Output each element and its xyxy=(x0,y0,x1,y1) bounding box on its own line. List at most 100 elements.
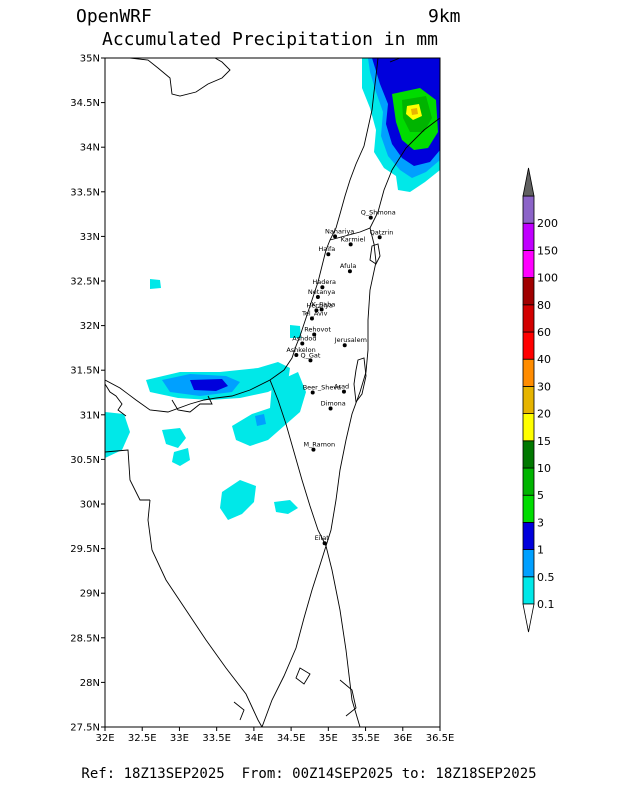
city-label: Ashkelon xyxy=(286,346,315,354)
color-legend: 0.1 0.5 1 3 5 10 15 20 30 40 60 80 100 150 200 xyxy=(522,167,558,633)
city-label: Hadera xyxy=(312,278,336,286)
legend-swatch xyxy=(522,249,535,278)
legend-level-label: 0.1 xyxy=(537,598,555,611)
city-label: Beer_Sheva xyxy=(303,384,341,392)
coastline-borders xyxy=(105,58,440,727)
legend-swatch xyxy=(522,277,535,306)
city-label: Qatzrin xyxy=(370,228,394,236)
city-marker xyxy=(310,390,315,395)
map-frame xyxy=(104,57,441,728)
lat-tick-label: 35N xyxy=(80,54,100,65)
lat-tick-label: 33.5N xyxy=(70,187,100,198)
lat-tick-label: 31N xyxy=(80,410,100,421)
legend-swatch xyxy=(522,549,535,578)
city-marker xyxy=(308,358,313,363)
city-marker xyxy=(315,295,320,300)
city-marker xyxy=(309,316,314,321)
city-label: Afula xyxy=(340,262,356,270)
city-marker xyxy=(348,242,353,247)
legend-swatch xyxy=(522,494,535,523)
city-marker xyxy=(294,353,299,358)
legend-level-label: 15 xyxy=(537,435,551,448)
legend-level-label: 40 xyxy=(537,353,551,366)
city-marker xyxy=(342,343,347,348)
legend-swatch xyxy=(522,222,535,251)
legend-level-label: 10 xyxy=(537,462,551,475)
legend-level-label: 60 xyxy=(537,326,551,339)
legend-level-label: 5 xyxy=(537,489,544,502)
city-label: Haifa xyxy=(318,245,335,253)
legend-overflow-arrow xyxy=(522,167,535,197)
legend-swatch xyxy=(522,440,535,469)
legend-level-label: 0.5 xyxy=(537,571,555,584)
legend-level-label: 1 xyxy=(537,544,544,557)
city-marker xyxy=(347,269,352,274)
legend-level-label: 30 xyxy=(537,380,551,393)
lat-tick-label: 33N xyxy=(80,232,100,243)
lon-tick-label: 32E xyxy=(95,733,114,744)
city-marker xyxy=(328,406,333,411)
run-reference: Ref: 18Z13SEP2025 From: 00Z14SEP2025 to:… xyxy=(81,766,537,782)
lon-tick-label: 35E xyxy=(319,733,338,744)
lat-tick-label: 29N xyxy=(80,589,100,600)
lat-tick-label: 32N xyxy=(80,321,100,332)
lon-tick-label: 36E xyxy=(393,733,412,744)
city-label: Herzliya xyxy=(306,301,332,309)
lon-tick-label: 36.5E xyxy=(426,733,455,744)
city-label: Rehovot xyxy=(304,326,331,334)
city-marker xyxy=(311,447,316,452)
legend-swatch xyxy=(522,358,535,387)
city-marker xyxy=(320,285,325,290)
legend-swatch xyxy=(522,304,535,333)
model-name: OpenWRF xyxy=(76,6,152,27)
city-label: M_Ramon xyxy=(303,441,335,449)
city-label: Jerusalem xyxy=(334,336,367,344)
lat-tick-label: 34.5N xyxy=(70,98,100,109)
city-label: Ashdod xyxy=(292,334,316,342)
city-label: Eilat xyxy=(315,534,330,542)
city-marker xyxy=(322,541,327,546)
lat-tick-label: 28.5N xyxy=(70,633,100,644)
city-label: Arad xyxy=(334,383,349,391)
city-label: Nahariya xyxy=(325,227,354,235)
lon-tick-label: 33.5E xyxy=(202,733,231,744)
map-title: Accumulated Precipitation in mm xyxy=(102,29,438,50)
legend-level-label: 200 xyxy=(537,217,558,230)
city-marker xyxy=(312,332,317,337)
legend-swatch xyxy=(522,413,535,442)
city-label: K_Saba xyxy=(312,301,336,309)
lat-tick-label: 32.5N xyxy=(70,277,100,288)
city-label: Dimona xyxy=(321,400,346,408)
lat-tick-label: 29.5N xyxy=(70,544,100,555)
city-label: Karmiel xyxy=(341,235,366,243)
city-marker xyxy=(314,308,319,313)
city-marker xyxy=(368,215,373,220)
city-label: Netanya xyxy=(308,288,335,296)
legend-level-label: 100 xyxy=(537,272,558,285)
lon-tick-label: 34E xyxy=(244,733,263,744)
city-marker xyxy=(319,307,324,312)
city-marker xyxy=(341,389,346,394)
legend-level-label: 150 xyxy=(537,244,558,257)
legend-level-label: 80 xyxy=(537,299,551,312)
lat-tick-label: 30N xyxy=(80,500,100,511)
city-label: Tel_Aviv xyxy=(301,309,328,317)
city-label: Q_Shmona xyxy=(361,209,396,217)
legend-underflow-arrow xyxy=(522,603,535,633)
lat-tick-label: 31.5N xyxy=(70,366,100,377)
legend-swatch xyxy=(522,576,535,605)
legend-swatch xyxy=(522,467,535,496)
legend-level-label: 20 xyxy=(537,408,551,421)
legend-swatch xyxy=(522,522,535,551)
city-marker xyxy=(300,341,305,346)
legend-swatch xyxy=(522,385,535,414)
lat-tick-label: 30.5N xyxy=(70,455,100,466)
legend-swatch xyxy=(522,195,535,224)
longitude-axis: 32E 32.5E 33E 33.5E 34E 34.5E 35E 35.5E 36E 36.5E xyxy=(95,727,454,744)
precipitation-field xyxy=(105,58,440,520)
latitude-axis: 35N 34.5N 34N 33.5N 33N 32.5N 32N 31.5N 31N 30.5N… xyxy=(70,54,105,734)
city-marker xyxy=(377,235,382,240)
lon-tick-label: 32.5E xyxy=(128,733,157,744)
